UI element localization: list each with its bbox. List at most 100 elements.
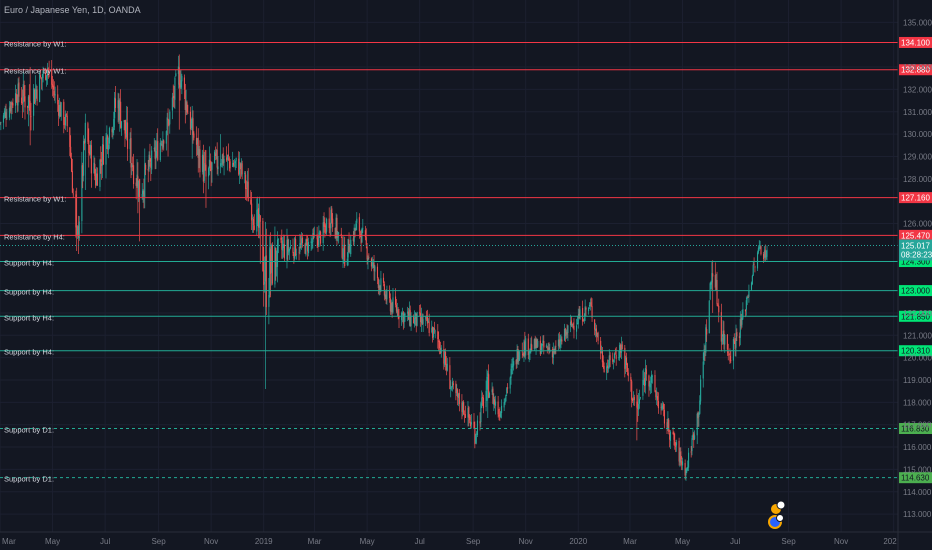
candle-body xyxy=(223,159,225,163)
candle-body xyxy=(263,270,265,285)
candle-body xyxy=(144,163,146,198)
candle-body xyxy=(523,341,525,357)
candle-body xyxy=(161,144,163,147)
candle-body xyxy=(732,339,734,361)
level-price-label: 132.880 xyxy=(901,66,930,75)
candle-body xyxy=(58,104,61,117)
candle-body xyxy=(506,388,508,394)
candle-body xyxy=(709,283,711,300)
candle-body xyxy=(111,129,113,133)
candle-body xyxy=(597,332,599,341)
candle-body xyxy=(710,281,712,285)
candle-body xyxy=(699,400,701,414)
candle-body xyxy=(481,397,483,405)
candle-body xyxy=(607,365,609,368)
candle-body xyxy=(45,75,48,81)
candle-body xyxy=(247,181,249,202)
candle-body xyxy=(172,96,174,98)
tradingview-events-icon[interactable] xyxy=(770,500,786,515)
candle-body xyxy=(451,386,453,388)
candle-body xyxy=(576,322,578,325)
candle-body xyxy=(530,343,532,351)
candle-body xyxy=(575,325,578,332)
candle-body xyxy=(233,164,235,166)
candle-body xyxy=(332,218,334,227)
tradingview-dividend-icon[interactable] xyxy=(768,514,784,529)
candle-body xyxy=(11,102,13,105)
candle-body xyxy=(402,312,404,324)
candle-body xyxy=(222,152,224,164)
candle-body xyxy=(101,163,103,167)
candle-body xyxy=(432,326,434,339)
candle-body xyxy=(615,354,617,359)
level-price-label: 116.830 xyxy=(901,425,930,434)
candle-body xyxy=(589,302,591,305)
level-label: Resistance by W1: xyxy=(4,39,67,48)
y-tick-label: 135.000 xyxy=(903,18,932,27)
candle-body xyxy=(96,173,98,186)
candle-body xyxy=(312,233,314,243)
candle-body xyxy=(577,315,579,325)
candle-body xyxy=(355,223,357,231)
candle-body xyxy=(180,80,182,88)
candle-body xyxy=(536,339,538,348)
candle-body xyxy=(651,375,653,377)
candle-body xyxy=(644,367,647,386)
candle-body xyxy=(293,253,295,259)
candle-body xyxy=(579,309,581,319)
candle-body xyxy=(630,377,632,382)
candle-body xyxy=(461,402,463,412)
candle-body xyxy=(330,209,332,229)
candle-body xyxy=(191,116,193,123)
candle-body xyxy=(39,73,41,103)
candle-body xyxy=(178,67,180,85)
candle-body xyxy=(252,218,254,225)
candle-body xyxy=(317,238,319,246)
candle-body xyxy=(485,390,487,408)
candle-body xyxy=(470,422,472,425)
candle-body xyxy=(305,239,307,255)
candle-body xyxy=(669,433,671,440)
candle-body xyxy=(724,334,726,345)
candle-body xyxy=(712,273,714,277)
candle-body xyxy=(673,432,675,440)
candle-body xyxy=(53,91,55,96)
candle-body xyxy=(184,90,186,110)
candle-body xyxy=(136,174,138,187)
candle-body xyxy=(187,113,189,114)
candle-body xyxy=(93,162,95,174)
candle-body xyxy=(95,173,98,185)
candle-body xyxy=(15,94,17,103)
candle-body xyxy=(90,145,92,174)
candle-body xyxy=(645,369,647,375)
candle-body xyxy=(542,340,544,344)
candle-body xyxy=(752,265,754,276)
candle-body xyxy=(488,374,490,398)
candle-body xyxy=(537,340,539,347)
candle-body xyxy=(391,302,393,313)
candle-body xyxy=(601,350,603,363)
candle-body xyxy=(498,415,500,416)
candle-body xyxy=(277,238,279,240)
candle-body xyxy=(744,309,747,312)
candle-body xyxy=(76,225,78,236)
candle-body xyxy=(82,165,84,176)
candle-body xyxy=(627,372,629,377)
candle-body xyxy=(262,220,264,272)
candle-body xyxy=(764,249,766,258)
candle-body xyxy=(474,428,476,445)
candle-body xyxy=(367,258,369,261)
candle-body xyxy=(445,363,447,371)
candle-body xyxy=(299,243,301,252)
candle-body xyxy=(663,403,665,410)
candle-body xyxy=(364,230,366,238)
candle-body xyxy=(511,366,513,368)
candle-body xyxy=(642,380,644,396)
candle-body xyxy=(445,351,447,365)
candle-body xyxy=(614,353,616,355)
candle-body xyxy=(667,418,669,429)
candle-body xyxy=(482,397,485,409)
candle-body xyxy=(209,160,211,169)
candle-body xyxy=(81,165,83,222)
